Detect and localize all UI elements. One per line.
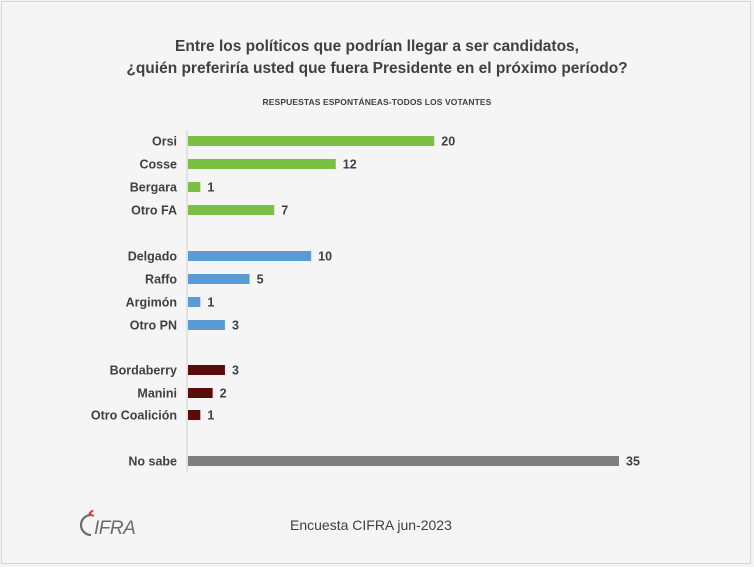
source-footer: Encuesta CIFRA jun-2023 — [290, 517, 452, 533]
category-label: No sabe — [128, 455, 177, 469]
category-label: Argimón — [126, 296, 177, 310]
bar — [188, 251, 312, 261]
data-label: 5 — [257, 273, 264, 287]
chart-title: Entre los políticos que podrían llegar a… — [175, 38, 579, 55]
bar — [188, 136, 435, 146]
category-label: Otro FA — [131, 204, 177, 218]
category-label: Otro Coalición — [91, 409, 177, 423]
data-label: 3 — [232, 364, 239, 378]
bar — [188, 456, 619, 466]
data-label: 7 — [281, 204, 288, 218]
data-label: 1 — [207, 409, 214, 423]
bar — [188, 388, 213, 398]
chart-title-line2: ¿quién preferiría usted que fuera Presid… — [126, 60, 628, 77]
category-label: Delgado — [128, 250, 178, 264]
data-label: 20 — [441, 135, 455, 149]
bar — [188, 320, 225, 330]
cifra-logo: IFRA — [79, 510, 136, 539]
category-label: Otro PN — [130, 319, 177, 333]
bar — [188, 159, 336, 169]
bar — [188, 410, 201, 420]
bar — [188, 365, 225, 375]
data-label: 35 — [626, 455, 640, 469]
data-label: 12 — [343, 158, 357, 172]
chart-subtitle: RESPUESTAS ESPONTÁNEAS-TODOS LOS VOTANTE… — [262, 97, 492, 107]
svg-text:IFRA: IFRA — [94, 518, 135, 539]
data-label: 3 — [232, 319, 239, 333]
category-label: Bordaberry — [110, 364, 177, 378]
bar — [188, 182, 201, 192]
category-label: Bergara — [130, 181, 178, 195]
data-label: 1 — [207, 296, 214, 310]
category-label: Orsi — [152, 135, 177, 149]
bar — [188, 274, 250, 284]
category-label: Manini — [137, 387, 177, 401]
data-label: 10 — [318, 250, 332, 264]
category-label: Raffo — [145, 273, 177, 287]
data-label: 2 — [220, 387, 227, 401]
bar — [188, 297, 201, 307]
data-label: 1 — [207, 181, 214, 195]
category-label: Cosse — [139, 158, 177, 172]
bar — [188, 205, 275, 215]
